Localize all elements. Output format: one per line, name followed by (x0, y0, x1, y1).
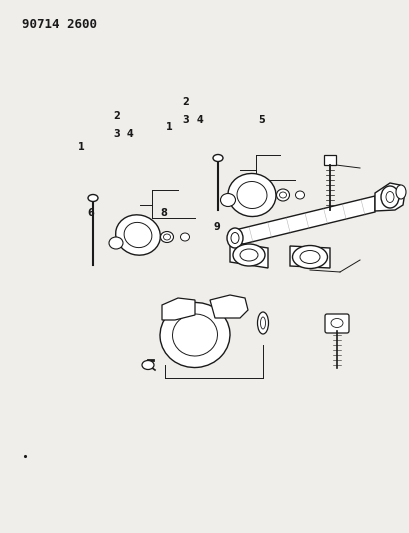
Text: 4: 4 (127, 130, 133, 139)
Polygon shape (235, 196, 375, 246)
Ellipse shape (300, 251, 320, 263)
Text: 10: 10 (245, 177, 258, 187)
Ellipse shape (160, 231, 173, 243)
Text: 1: 1 (166, 122, 173, 132)
Text: 5: 5 (258, 115, 265, 125)
Text: 1: 1 (79, 142, 85, 151)
Text: 3: 3 (183, 115, 189, 125)
Text: 6: 6 (88, 208, 94, 218)
Ellipse shape (160, 303, 230, 368)
Ellipse shape (396, 185, 406, 199)
Polygon shape (162, 298, 195, 320)
Ellipse shape (386, 191, 394, 203)
Text: 4: 4 (197, 115, 204, 125)
Ellipse shape (276, 189, 290, 201)
Ellipse shape (233, 244, 265, 266)
Ellipse shape (231, 232, 239, 244)
Ellipse shape (237, 182, 267, 208)
Text: 8: 8 (160, 208, 167, 218)
Ellipse shape (213, 155, 223, 161)
Ellipse shape (295, 191, 304, 199)
Polygon shape (290, 246, 330, 268)
Ellipse shape (228, 173, 276, 216)
Ellipse shape (258, 312, 268, 334)
Ellipse shape (116, 215, 160, 255)
Text: 9: 9 (213, 222, 220, 231)
Ellipse shape (142, 360, 154, 369)
Ellipse shape (88, 195, 98, 201)
FancyBboxPatch shape (325, 314, 349, 333)
Ellipse shape (180, 233, 189, 241)
Polygon shape (230, 242, 268, 268)
Text: 2: 2 (183, 98, 189, 107)
Ellipse shape (240, 249, 258, 261)
Ellipse shape (381, 186, 399, 208)
Ellipse shape (227, 228, 243, 248)
Text: 2: 2 (113, 111, 120, 121)
Polygon shape (210, 295, 248, 318)
Ellipse shape (331, 319, 343, 327)
Ellipse shape (261, 317, 265, 329)
Ellipse shape (292, 246, 328, 269)
Polygon shape (375, 183, 405, 211)
Ellipse shape (109, 237, 123, 249)
Ellipse shape (173, 314, 218, 356)
Polygon shape (324, 155, 336, 165)
Text: 90714 2600: 90714 2600 (22, 18, 97, 31)
Ellipse shape (124, 222, 152, 248)
Ellipse shape (164, 234, 171, 240)
Ellipse shape (279, 192, 286, 198)
Ellipse shape (220, 193, 236, 206)
Text: 7: 7 (124, 229, 130, 238)
Text: 3: 3 (113, 130, 120, 139)
